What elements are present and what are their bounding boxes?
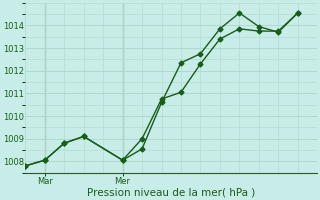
X-axis label: Pression niveau de la mer( hPa ): Pression niveau de la mer( hPa ) [87,187,255,197]
